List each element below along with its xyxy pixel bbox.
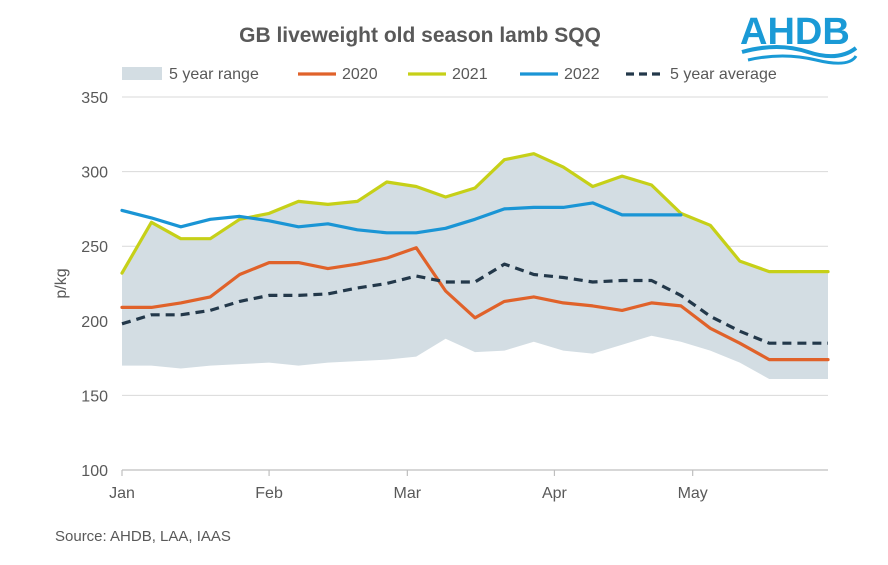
x-tick-label-jan: Jan (109, 485, 135, 502)
legend-swatch-5-year-range (122, 67, 162, 80)
y-tick-label-150: 150 (81, 388, 108, 405)
series-line-2021 (120, 152, 830, 275)
series-layer (120, 152, 830, 362)
legend-label-5-year-average: 5 year average (670, 66, 777, 83)
y-axis-label: p/kg (53, 268, 70, 298)
x-tick-label-mar: Mar (394, 485, 422, 502)
logo-text: AHDB (740, 11, 850, 53)
chart-legend: 5 year range 2020 2021 2022 5 year average (122, 66, 777, 83)
legend-label-5-year-range: 5 year range (169, 66, 259, 83)
y-tick-label-350: 350 (81, 90, 108, 107)
series-line-2022 (120, 201, 683, 235)
x-tick-label-feb: Feb (255, 485, 283, 502)
y-tick-label-200: 200 (81, 314, 108, 331)
series-line-2020 (120, 246, 830, 362)
series-line-5-year-average (121, 262, 828, 345)
range-band-layer (122, 153, 828, 379)
chart-title: GB liveweight old season lamb SQQ (239, 24, 601, 47)
legend-label-2020: 2020 (342, 66, 378, 83)
x-tick-label-apr: Apr (542, 485, 568, 502)
axes: 100 150 200 250 300 350 p/kg Jan Feb Mar Apr May (53, 90, 828, 502)
y-tick-label-100: 100 (81, 463, 108, 480)
range-band (122, 153, 828, 379)
y-tick-label-300: 300 (81, 165, 108, 182)
y-tick-label-250: 250 (81, 239, 108, 256)
ahdb-logo: AHDB (740, 11, 858, 65)
legend-label-2022: 2022 (564, 66, 600, 83)
legend-label-2021: 2021 (452, 66, 488, 83)
x-tick-label-may: May (678, 485, 708, 502)
source-note: Source: AHDB, LAA, IAAS (55, 528, 231, 545)
